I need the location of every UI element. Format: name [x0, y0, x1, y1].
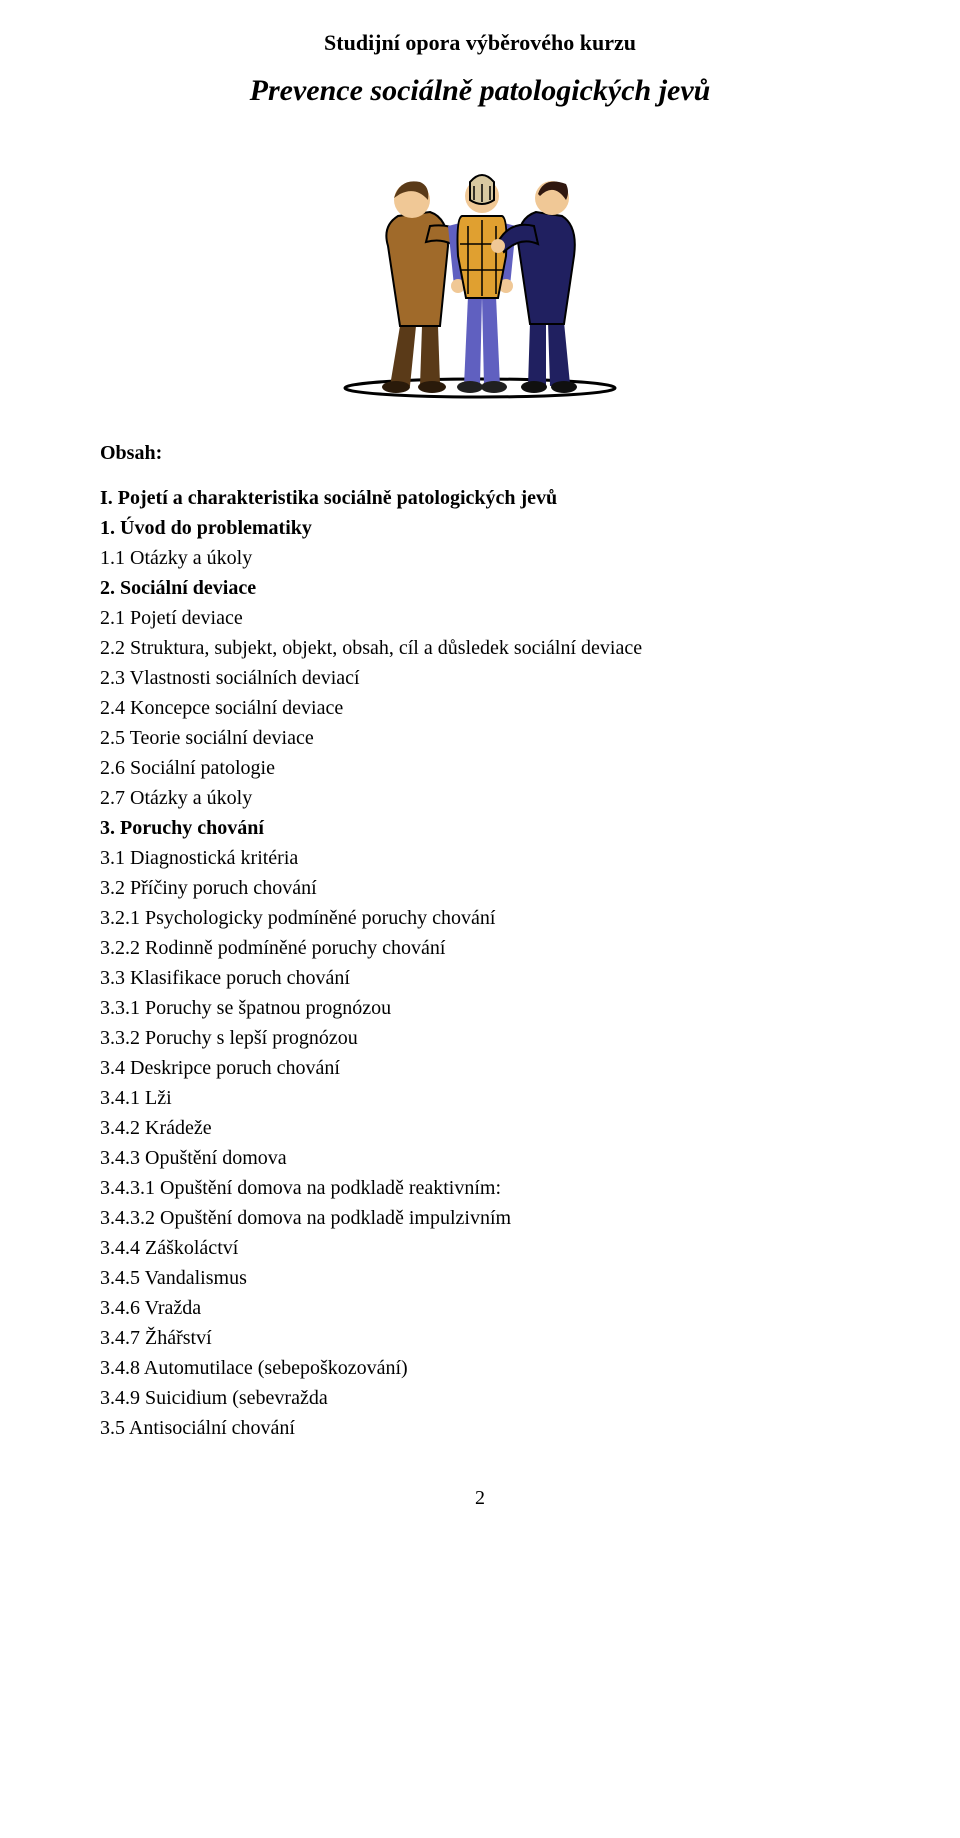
toc-line: 3.4.1 Lži: [100, 1083, 860, 1113]
toc-line: 3.2.2 Rodinně podmíněné poruchy chování: [100, 933, 860, 963]
toc-line: 3.3 Klasifikace poruch chování: [100, 963, 860, 993]
page-subtitle: Studijní opora výběrového kurzu: [100, 30, 860, 56]
hero-illustration: [330, 126, 630, 406]
toc-line: 2.4 Koncepce sociální deviace: [100, 693, 860, 723]
toc-line: 3.4.3.2 Opuštění domova na podkladě impu…: [100, 1203, 860, 1233]
toc-line: 3.4.9 Suicidium (sebevražda: [100, 1383, 860, 1413]
toc-line: 3.4.8 Automutilace (sebepoškozování): [100, 1353, 860, 1383]
toc-line: 3.2 Příčiny poruch chování: [100, 873, 860, 903]
toc-line: 3. Poruchy chování: [100, 813, 860, 843]
toc-line: 3.1 Diagnostická kritéria: [100, 843, 860, 873]
toc-line: 3.4.5 Vandalismus: [100, 1263, 860, 1293]
toc-line: 3.5 Antisociální chování: [100, 1413, 860, 1443]
toc-line: 2.6 Sociální patologie: [100, 753, 860, 783]
page-number: 2: [100, 1487, 860, 1510]
toc-line: 1.1 Otázky a úkoly: [100, 543, 860, 573]
toc-line: 3.3.2 Poruchy s lepší prognózou: [100, 1023, 860, 1053]
toc-line: 2. Sociální deviace: [100, 573, 860, 603]
toc-line: 3.4.2 Krádeže: [100, 1113, 860, 1143]
toc-line: 3.4.3.1 Opuštění domova na podkladě reak…: [100, 1173, 860, 1203]
toc-line: I. Pojetí a charakteristika sociálně pat…: [100, 483, 860, 513]
toc-line: 3.4.7 Žhářství: [100, 1323, 860, 1353]
toc-line: 1. Úvod do problematiky: [100, 513, 860, 543]
toc-line: 3.2.1 Psychologicky podmíněné poruchy ch…: [100, 903, 860, 933]
toc-line: 3.4.4 Záškoláctví: [100, 1233, 860, 1263]
toc-line: 2.3 Vlastnosti sociálních deviací: [100, 663, 860, 693]
toc-line: 2.2 Struktura, subjekt, objekt, obsah, c…: [100, 633, 860, 663]
toc-line: 3.4.6 Vražda: [100, 1293, 860, 1323]
toc-line: 2.7 Otázky a úkoly: [100, 783, 860, 813]
toc-line: 2.1 Pojetí deviace: [100, 603, 860, 633]
toc-line: 2.5 Teorie sociální deviace: [100, 723, 860, 753]
toc-line: 3.4 Deskripce poruch chování: [100, 1053, 860, 1083]
toc-line: 3.4.3 Opuštění domova: [100, 1143, 860, 1173]
obsah-heading: Obsah:: [100, 442, 860, 465]
page-title: Prevence sociálně patologických jevů: [100, 74, 860, 108]
toc-container: I. Pojetí a charakteristika sociálně pat…: [100, 483, 860, 1443]
toc-line: 3.3.1 Poruchy se špatnou prognózou: [100, 993, 860, 1023]
figure-center: [448, 175, 516, 393]
